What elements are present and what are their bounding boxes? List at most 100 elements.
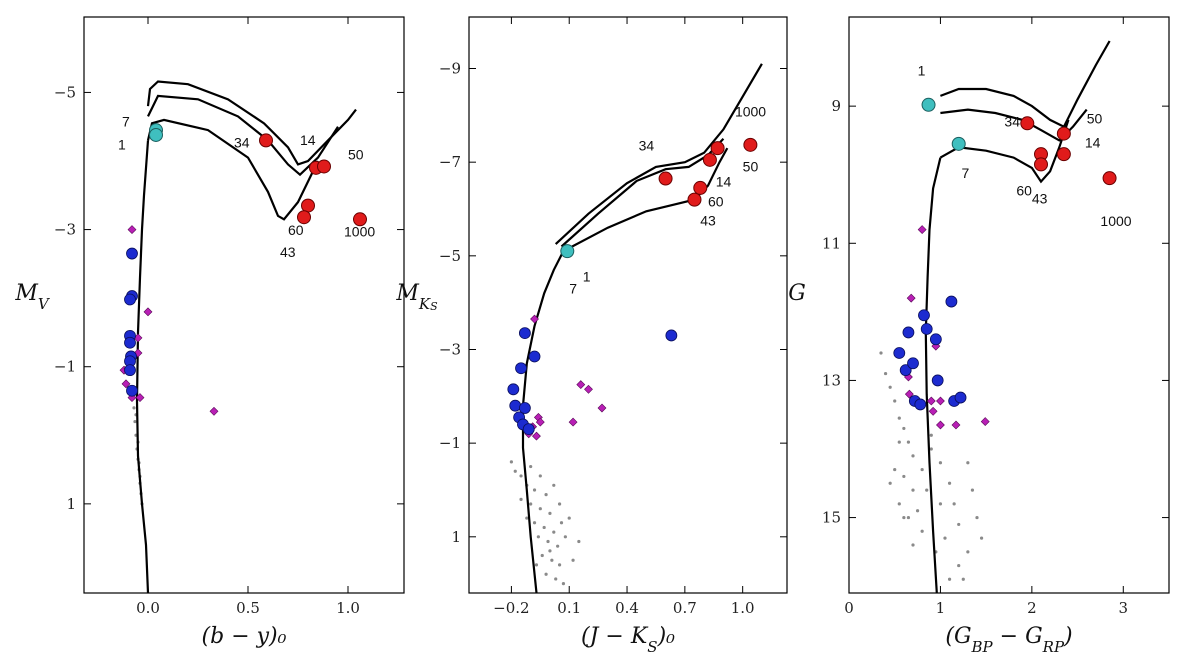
isochrone-line [135, 140, 150, 593]
star-id-label: 43 [700, 212, 716, 228]
star-id-label: 43 [280, 244, 296, 260]
blue-point [945, 295, 958, 308]
star-id-label: 60 [288, 222, 304, 238]
diamond-point [980, 417, 990, 426]
diamond-point [584, 384, 593, 394]
field-star-point [529, 464, 533, 469]
field-star-point [556, 544, 560, 548]
field-star-point [943, 536, 947, 540]
field-star-point [132, 406, 136, 410]
y-tick-label: −3 [54, 221, 76, 239]
field-star-point [538, 474, 542, 478]
blue-point [907, 357, 919, 370]
field-star-point [540, 553, 544, 558]
field-star-point [550, 558, 554, 562]
field-star-point [544, 493, 548, 497]
field-star-point [920, 529, 924, 533]
field-star-point [893, 467, 897, 472]
diamond-point [530, 314, 539, 324]
plot-frame [468, 16, 788, 594]
field-star-point [902, 474, 906, 479]
red-point [1056, 147, 1071, 162]
field-star-point [536, 535, 540, 539]
field-star-point [525, 516, 529, 520]
blue-point [920, 323, 933, 335]
field-star-point [563, 535, 567, 539]
diamond-point [209, 406, 219, 416]
red-point [687, 192, 702, 207]
star-id-label: 7 [122, 114, 130, 130]
star-id-label: 43 [1032, 191, 1048, 207]
diamond-point [904, 389, 914, 399]
star-id-label: 50 [743, 159, 759, 175]
red-point [317, 159, 331, 174]
field-star-point [519, 497, 523, 501]
red-point [702, 152, 717, 167]
field-star-point [911, 488, 915, 492]
x-tick-label: 0.0 [136, 599, 160, 617]
field-star-point [979, 536, 984, 540]
blue-point [518, 402, 531, 414]
field-star-point [915, 509, 920, 513]
y-tick-label: 1 [66, 495, 76, 513]
x-tick-label: 3 [1119, 599, 1129, 617]
field-star-point [557, 502, 562, 506]
field-star-point [546, 539, 550, 544]
blue-point [899, 364, 912, 377]
cyan-point [921, 97, 936, 112]
blue-point [528, 350, 541, 363]
field-star-point [577, 539, 581, 544]
red-point [1034, 157, 1048, 172]
y-tick-label: 11 [822, 234, 841, 252]
field-star-point [975, 515, 979, 520]
star-id-label: 34 [1004, 114, 1020, 130]
star-id-label: 14 [1085, 134, 1101, 150]
star-id-label: 50 [348, 147, 364, 163]
blue-point [126, 384, 138, 397]
diamond-point [936, 396, 945, 406]
blue-point [893, 347, 906, 359]
field-star-point [888, 481, 892, 485]
field-star-point [552, 483, 556, 487]
x-axis-label: (b − y)₀ [202, 624, 287, 649]
y-tick-label: −7 [439, 153, 461, 171]
blue-point [124, 364, 136, 377]
field-star-point [961, 577, 965, 581]
y-tick-label: −9 [439, 60, 461, 78]
y-axis-label: MV [14, 281, 51, 313]
field-star-point [567, 516, 571, 520]
y-axis-label: G [788, 281, 806, 306]
field-star-point [548, 549, 552, 553]
x-tick-label: 0 [844, 599, 854, 617]
field-star-point [561, 582, 566, 586]
field-star-point [548, 511, 552, 515]
field-star-point [929, 433, 933, 437]
panel-p1: 0.0 0.5 1.0 −5 −3 −1 1 (b − y)₀ MV 7 1 34 14 50 60 43 10… [14, 16, 405, 649]
diamond-point [917, 225, 927, 234]
x-tick-label: 1.0 [731, 599, 755, 617]
field-star-point [911, 543, 915, 547]
x-axis-label: (GBP − GRP) [945, 624, 1072, 656]
star-id-label: 60 [1016, 182, 1032, 198]
red-point [1102, 171, 1117, 186]
plot-area [119, 80, 367, 593]
red-point [693, 180, 708, 195]
x-tick-label: −0.2 [493, 599, 529, 617]
red-point [658, 171, 673, 186]
plot-area [879, 40, 1117, 593]
field-star-point [554, 577, 558, 581]
red-point [1056, 126, 1071, 141]
field-star-point [888, 385, 892, 389]
star-id-label: 34 [234, 134, 250, 150]
star-id-label: 1000 [1100, 213, 1131, 229]
red-point [353, 212, 367, 227]
plot-frame [848, 16, 1170, 594]
blue-point [931, 374, 944, 387]
blue-point [929, 333, 942, 346]
isochrone-line [554, 63, 763, 245]
star-id-label: 1 [118, 136, 126, 152]
blue-point [914, 398, 927, 411]
x-tick-label: 0.5 [236, 599, 260, 617]
field-star-point [952, 502, 956, 506]
field-star-point [552, 530, 556, 534]
